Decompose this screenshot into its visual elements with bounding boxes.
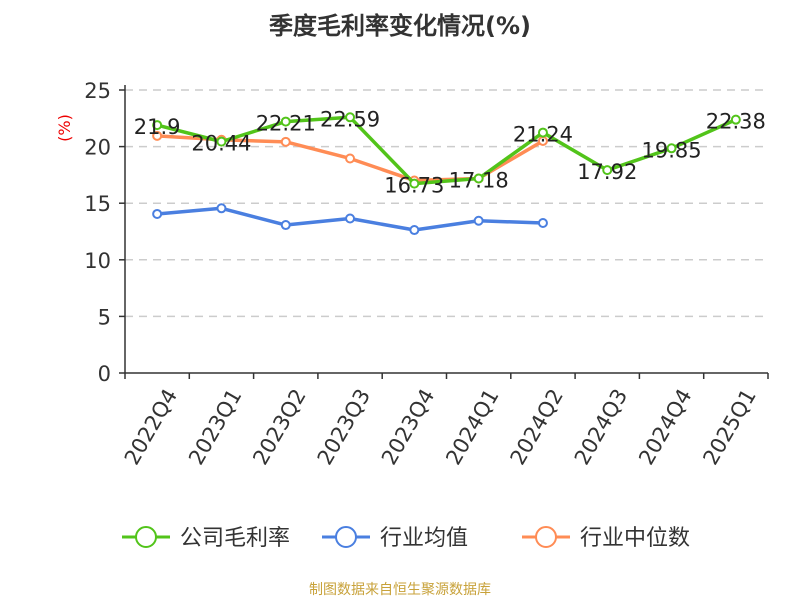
data-point (216, 203, 227, 214)
x-tick-label: 2023Q4 (377, 385, 439, 469)
series-line-0 (156, 115, 737, 186)
y-tick-label: 15 (84, 192, 111, 216)
data-label: 22.38 (706, 110, 766, 134)
data-label: 19.85 (641, 138, 701, 162)
data-point (280, 220, 291, 231)
data-label: 20.44 (191, 132, 251, 156)
data-label: 16.73 (384, 174, 444, 198)
y-tick-label: 5 (98, 305, 111, 329)
chart-title: 季度毛利率变化情况(%) (269, 12, 531, 40)
y-tick-label: 10 (84, 249, 111, 273)
data-point (152, 130, 163, 141)
x-tick-label: 2022Q4 (120, 385, 182, 469)
data-label: 17.18 (449, 169, 509, 193)
data-point (473, 215, 484, 226)
data-point (345, 153, 356, 164)
x-tick-label: 2025Q1 (698, 385, 760, 469)
legend-label: 公司毛利率 (180, 526, 290, 551)
legend-marker-icon (535, 526, 557, 548)
data-point (345, 112, 356, 123)
data-point (345, 213, 356, 224)
y-tick-label: 25 (84, 79, 111, 103)
x-tick-label: 2024Q4 (634, 385, 696, 469)
y-axis-label: (%) (55, 114, 74, 142)
x-tick-label: 2023Q3 (313, 385, 375, 469)
x-tick-label: 2024Q3 (570, 385, 632, 469)
data-point (216, 136, 227, 147)
y-tick-label: 0 (98, 362, 111, 386)
data-point (280, 136, 291, 147)
data-point (409, 225, 420, 236)
legend-marker-icon (135, 526, 157, 548)
data-source-footer: 制图数据来自恒生聚源数据库 (309, 582, 491, 598)
data-point (280, 116, 291, 127)
x-tick-label: 2024Q1 (441, 385, 503, 469)
legend-label: 行业均值 (380, 526, 468, 551)
data-point (666, 143, 677, 154)
data-point (473, 173, 484, 184)
y-tick-label: 20 (84, 136, 111, 160)
data-label: 17.92 (577, 160, 637, 184)
data-point (730, 114, 741, 125)
data-label: 21.24 (513, 123, 573, 147)
data-point (409, 178, 420, 189)
data-point (602, 165, 613, 176)
data-point (152, 208, 163, 219)
data-point (152, 120, 163, 131)
data-point (537, 127, 548, 138)
data-label: 21.9 (134, 115, 181, 139)
x-tick-label: 2023Q2 (248, 385, 310, 469)
data-label: 22.59 (320, 107, 380, 131)
legend-label: 行业中位数 (580, 526, 690, 551)
x-tick-label: 2023Q1 (184, 385, 246, 469)
data-label: 22.21 (256, 112, 316, 136)
data-point (537, 218, 548, 229)
legend-marker-icon (335, 526, 357, 548)
x-tick-label: 2024Q2 (506, 385, 568, 469)
